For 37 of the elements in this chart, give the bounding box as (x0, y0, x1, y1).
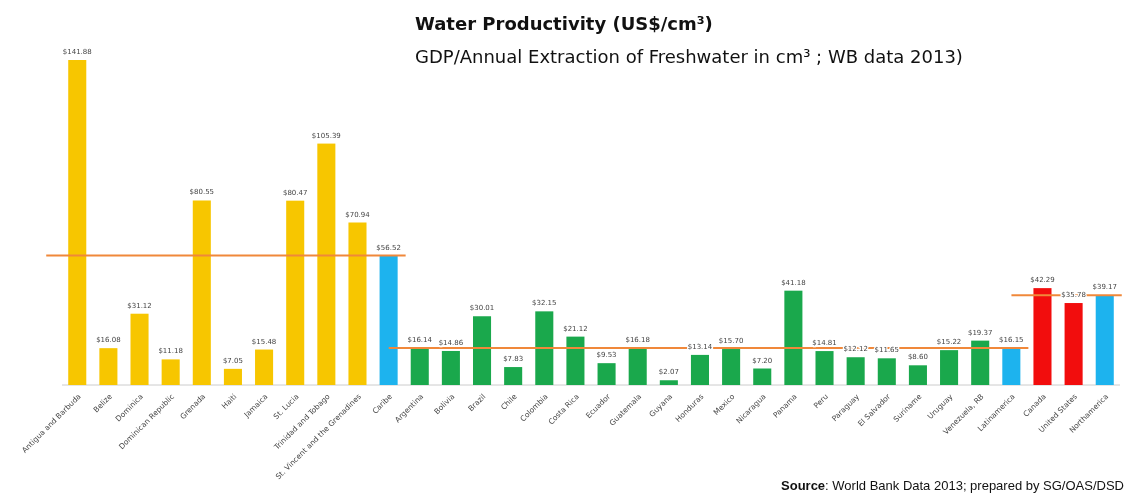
bar (130, 313, 149, 385)
bar (379, 255, 398, 385)
bar (628, 347, 647, 385)
bar (908, 365, 927, 385)
bar (68, 60, 87, 385)
bar (597, 363, 616, 385)
bar (753, 368, 772, 385)
bar (504, 367, 523, 385)
bar (690, 354, 709, 385)
bar (722, 349, 741, 385)
bar (223, 368, 242, 385)
bar (255, 349, 274, 385)
bar (535, 311, 554, 385)
bar (1033, 288, 1052, 385)
source-note: Source: World Bank Data 2013; prepared by SG/OAS/DSD (781, 478, 1124, 493)
chart-title: Water Productivity (US$/cm³) (415, 13, 713, 34)
bar (784, 290, 803, 385)
bar (348, 222, 367, 385)
bar (971, 340, 990, 385)
bar (441, 350, 460, 385)
bar (161, 359, 180, 385)
bar (940, 350, 959, 385)
bar (659, 380, 678, 385)
bar (473, 316, 492, 385)
bar (410, 348, 429, 385)
bar (317, 143, 336, 385)
bar (1064, 303, 1083, 385)
bar (286, 200, 305, 385)
bar (815, 351, 834, 385)
bar (99, 348, 118, 385)
chart-subtitle: GDP/Annual Extraction of Freshwater in cm³ ; WB data 2013) (415, 46, 963, 67)
bar (877, 358, 896, 385)
bar (1002, 348, 1021, 385)
bar (566, 336, 585, 385)
bar (846, 357, 865, 385)
bar (1095, 295, 1114, 385)
bar (192, 200, 211, 385)
